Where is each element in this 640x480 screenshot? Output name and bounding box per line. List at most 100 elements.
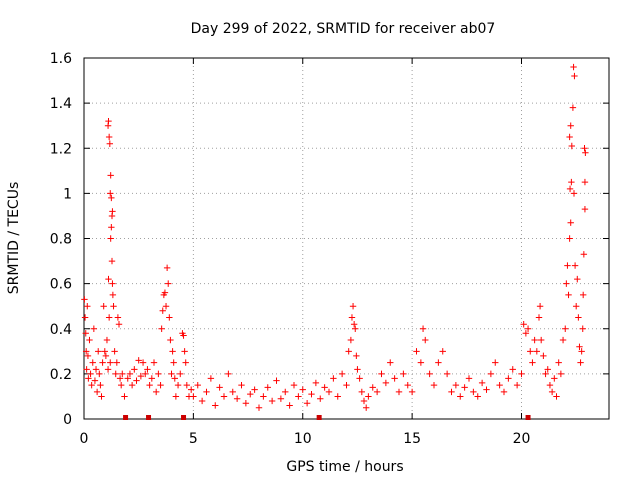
data-point	[524, 325, 532, 332]
data-point	[233, 395, 241, 402]
data-point	[82, 330, 89, 337]
data-point	[119, 370, 126, 378]
data-point	[128, 381, 136, 389]
data-point	[273, 377, 280, 384]
data-point	[95, 348, 102, 355]
data-point	[362, 404, 370, 411]
data-point	[387, 359, 394, 366]
data-point	[555, 359, 562, 366]
data-point	[260, 393, 267, 400]
data-point	[527, 348, 534, 355]
data-point	[169, 348, 176, 355]
data-point	[536, 302, 544, 310]
data-point	[419, 325, 427, 332]
data-point	[86, 336, 93, 344]
data-point	[109, 291, 117, 299]
data-point	[194, 381, 201, 389]
data-point	[353, 352, 360, 360]
data-gap-markers	[123, 415, 531, 420]
data-point	[216, 384, 223, 391]
data-point	[347, 336, 355, 344]
x-axis-title: GPS time / hours	[286, 459, 403, 475]
data-point	[474, 393, 481, 400]
data-point	[225, 370, 232, 378]
data-point	[492, 359, 499, 366]
data-point	[133, 377, 140, 384]
data-point	[103, 336, 111, 344]
data-point	[513, 381, 521, 389]
data-point	[570, 63, 577, 71]
data-point	[567, 219, 574, 226]
data-point	[137, 372, 145, 380]
data-point	[105, 117, 112, 125]
data-point	[93, 388, 101, 396]
data-point	[579, 291, 587, 299]
data-point	[338, 370, 346, 378]
data-point	[562, 325, 569, 332]
data-point	[82, 348, 90, 355]
data-point	[382, 379, 390, 387]
data-point	[483, 386, 490, 393]
data-point	[155, 370, 162, 378]
data-point	[106, 140, 114, 147]
data-point	[174, 381, 182, 389]
data-point	[183, 381, 191, 389]
chart-title: Day 299 of 2022, SRMTID for receiver ab0…	[191, 21, 496, 37]
data-point	[569, 104, 577, 111]
data-point	[105, 314, 113, 321]
y-tick-labels: 0 0.2 0.4 0.6 0.8 1 1.2 1.4 1.6	[50, 51, 72, 428]
data-point	[303, 400, 311, 407]
data-point	[417, 359, 425, 366]
data-point	[422, 336, 429, 344]
data-point	[238, 381, 245, 389]
data-point	[126, 370, 134, 378]
x-tick-label: 0	[80, 431, 89, 447]
data-point	[542, 370, 549, 378]
data-point	[286, 402, 293, 409]
data-point	[84, 302, 91, 310]
data-point	[110, 302, 117, 310]
data-gap-marker	[525, 415, 531, 420]
y-tick-label: 0	[63, 412, 72, 428]
data-point	[540, 352, 547, 360]
data-point	[557, 370, 565, 378]
data-point	[295, 393, 302, 400]
data-point	[139, 359, 147, 366]
data-point	[91, 377, 99, 384]
data-point	[166, 314, 173, 321]
data-point	[496, 381, 503, 389]
data-point	[268, 397, 276, 405]
data-gap-marker	[123, 415, 129, 420]
data-point	[290, 381, 298, 389]
data-point	[81, 314, 89, 321]
data-point	[84, 352, 92, 360]
data-point	[255, 404, 263, 411]
data-point	[457, 393, 464, 400]
data-point	[500, 388, 508, 396]
axis-ticks	[83, 57, 609, 420]
data-point	[343, 381, 350, 389]
data-point	[92, 366, 100, 373]
data-point	[98, 393, 105, 400]
data-point	[369, 384, 376, 391]
data-point	[548, 388, 556, 396]
x-tick-label: 5	[189, 431, 198, 447]
data-point	[537, 336, 545, 344]
data-point	[576, 343, 583, 350]
data-point	[142, 370, 149, 378]
data-point	[105, 275, 112, 283]
data-point	[581, 145, 588, 152]
data-point	[157, 381, 164, 389]
data-point	[395, 388, 403, 396]
data-point	[358, 388, 366, 396]
data-point	[404, 381, 411, 389]
data-point	[529, 359, 536, 366]
data-point	[571, 262, 579, 269]
y-axis-title: SRMTID / TECUs	[6, 182, 22, 295]
data-point	[146, 381, 153, 389]
data-point	[163, 264, 171, 272]
data-point	[162, 302, 170, 310]
data-point	[299, 386, 306, 393]
data-point	[83, 366, 90, 373]
